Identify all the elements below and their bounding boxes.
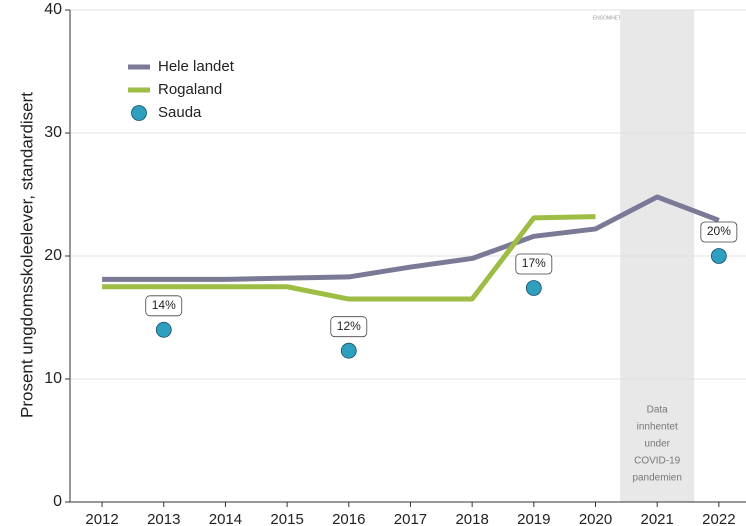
data-point bbox=[155, 321, 172, 338]
y-axis-label: Prosent ungdomsskoleelever, standardiser… bbox=[17, 92, 36, 418]
data-point bbox=[340, 342, 357, 359]
x-tick-label: 2014 bbox=[209, 511, 242, 526]
value-label-box bbox=[700, 221, 738, 243]
x-tick-label: 2013 bbox=[147, 511, 180, 526]
x-tick-label: 2017 bbox=[394, 511, 427, 526]
shade-annotation: Data bbox=[647, 405, 669, 416]
x-tick-label: 2020 bbox=[579, 511, 612, 526]
y-tick-label: 10 bbox=[44, 370, 62, 387]
series-line bbox=[102, 214, 596, 302]
legend-label: Rogaland bbox=[158, 81, 222, 98]
shade-annotation: under bbox=[644, 439, 670, 450]
shade-annotation: COVID-19 bbox=[634, 456, 681, 467]
legend-swatch bbox=[131, 105, 147, 121]
x-tick-label: 2016 bbox=[332, 511, 365, 526]
shade-annotation: pandemien bbox=[632, 473, 681, 484]
shade-annotation: innhentet bbox=[637, 422, 678, 433]
value-label-box bbox=[515, 253, 553, 275]
legend-label: Sauda bbox=[158, 104, 202, 121]
x-tick-label: 2018 bbox=[455, 511, 488, 526]
x-tick-label: 2019 bbox=[517, 511, 550, 526]
y-tick-label: 30 bbox=[44, 124, 62, 141]
value-label: 20% bbox=[707, 224, 731, 238]
value-label: 17% bbox=[522, 256, 546, 270]
y-tick-label: 0 bbox=[53, 493, 62, 510]
x-tick-label: 2015 bbox=[270, 511, 303, 526]
data-point bbox=[525, 280, 542, 296]
data-point bbox=[710, 248, 727, 264]
x-tick-label: 2021 bbox=[640, 511, 673, 526]
x-tick-label: 2012 bbox=[85, 511, 118, 526]
y-tick-label: 20 bbox=[44, 247, 62, 264]
value-label: 12% bbox=[337, 319, 361, 333]
y-tick-label: 40 bbox=[44, 1, 62, 18]
legend-label: Hele landet bbox=[158, 58, 235, 75]
value-label-box bbox=[330, 316, 368, 338]
series-line bbox=[102, 194, 720, 282]
x-tick-label: 2022 bbox=[702, 511, 735, 526]
value-label-box bbox=[145, 295, 183, 317]
value-label: 14% bbox=[152, 298, 176, 312]
